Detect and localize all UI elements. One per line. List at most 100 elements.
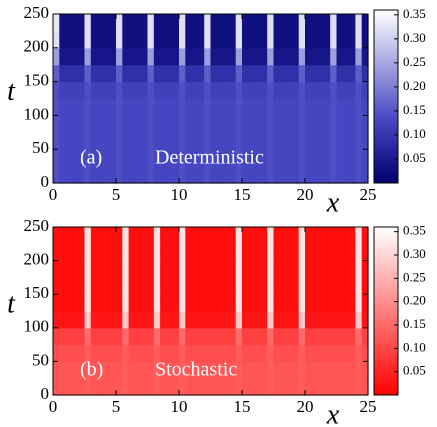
heat-cell	[147, 294, 155, 312]
heat-cell	[260, 98, 268, 116]
heat-cell	[216, 14, 224, 32]
heat-cell	[317, 64, 325, 83]
heat-cell	[210, 311, 218, 329]
heat-cell	[361, 243, 369, 262]
heat-cell	[122, 30, 130, 49]
heat-cell	[260, 47, 268, 66]
heat-cell	[292, 327, 300, 346]
heat-cell	[355, 166, 363, 184]
heat-cell	[229, 327, 237, 346]
x-tick-label: 25	[360, 185, 377, 204]
heat-cell	[65, 294, 73, 312]
heat-cell	[109, 132, 117, 150]
heat-cell	[254, 243, 262, 262]
heat-cell	[122, 361, 130, 379]
heat-cell	[273, 260, 281, 278]
heat-cell	[103, 243, 111, 262]
x-tick-label: 5	[112, 397, 121, 416]
heat-cell	[248, 149, 256, 167]
heat-cell	[286, 166, 293, 184]
heat-cell	[197, 14, 205, 32]
heat-cell	[223, 166, 230, 184]
heat-cell	[336, 166, 344, 184]
heat-cell	[153, 294, 161, 312]
heat-cell	[242, 311, 249, 329]
heat-cell	[84, 149, 92, 167]
heat-cell	[147, 277, 155, 295]
heat-cell	[116, 327, 123, 346]
heat-cell	[317, 294, 325, 312]
heat-cell	[128, 98, 136, 116]
heat-cell	[260, 166, 268, 184]
heat-cell	[172, 327, 180, 346]
heat-cell	[59, 149, 67, 167]
heat-cell	[191, 81, 199, 100]
heat-cell	[361, 149, 369, 167]
heat-cell	[349, 227, 356, 245]
heat-cell	[349, 98, 356, 116]
heat-cell	[109, 81, 117, 100]
heat-cell	[248, 311, 256, 329]
heat-cell	[210, 30, 218, 49]
heat-cell	[166, 311, 174, 329]
heat-cell	[260, 243, 268, 262]
y-tick-label: 100	[24, 317, 50, 336]
heat-cell	[267, 344, 275, 362]
heat-cell	[361, 311, 369, 329]
heat-cell	[317, 378, 325, 396]
heat-cell	[84, 14, 92, 32]
heat-cell	[78, 14, 86, 32]
heat-cell	[323, 361, 331, 379]
heat-cell	[229, 98, 237, 116]
heat-cell	[235, 47, 243, 66]
heat-cell	[349, 260, 356, 278]
heat-cell	[153, 98, 161, 116]
heat-cell	[204, 149, 212, 167]
heat-cell	[166, 277, 174, 295]
heat-cell	[160, 243, 167, 262]
heat-cell	[122, 14, 130, 32]
heat-cell	[128, 81, 136, 100]
heat-cell	[97, 327, 104, 346]
heat-cell	[191, 260, 199, 278]
heat-cell	[134, 294, 142, 312]
heat-cell	[311, 243, 319, 262]
heat-cell	[153, 64, 161, 83]
heat-cell	[292, 64, 300, 83]
heat-cell	[141, 294, 149, 312]
heat-cell	[71, 227, 79, 245]
heat-cell	[84, 294, 92, 312]
heat-cell	[216, 98, 224, 116]
heat-cell	[172, 149, 180, 167]
heat-cell	[267, 81, 275, 100]
heat-cell	[59, 361, 67, 379]
heat-cell	[235, 14, 243, 32]
heat-cell	[311, 361, 319, 379]
heat-cell	[153, 132, 161, 150]
heat-cell	[71, 132, 79, 150]
heat-cell	[361, 64, 369, 83]
heat-cell	[84, 260, 92, 278]
heat-cell	[185, 115, 193, 133]
heat-cell	[134, 166, 142, 184]
heat-cell	[147, 149, 155, 167]
heat-cell	[317, 98, 325, 116]
heat-cell	[355, 378, 363, 396]
heat-cell	[229, 227, 237, 245]
heat-cell	[223, 115, 230, 133]
heat-cell	[109, 115, 117, 133]
heat-cell	[355, 132, 363, 150]
heat-cell	[160, 378, 167, 396]
heat-cell	[223, 14, 230, 32]
heat-cell	[78, 311, 86, 329]
heat-cell	[349, 149, 356, 167]
heat-cell	[311, 47, 319, 66]
heat-cell	[122, 327, 130, 346]
heat-cell	[286, 361, 293, 379]
heat-cell	[197, 132, 205, 150]
heat-cell	[242, 132, 249, 150]
heat-cell	[311, 344, 319, 362]
heat-cell	[292, 294, 300, 312]
heat-cell	[84, 277, 92, 295]
heat-cell	[349, 64, 356, 83]
